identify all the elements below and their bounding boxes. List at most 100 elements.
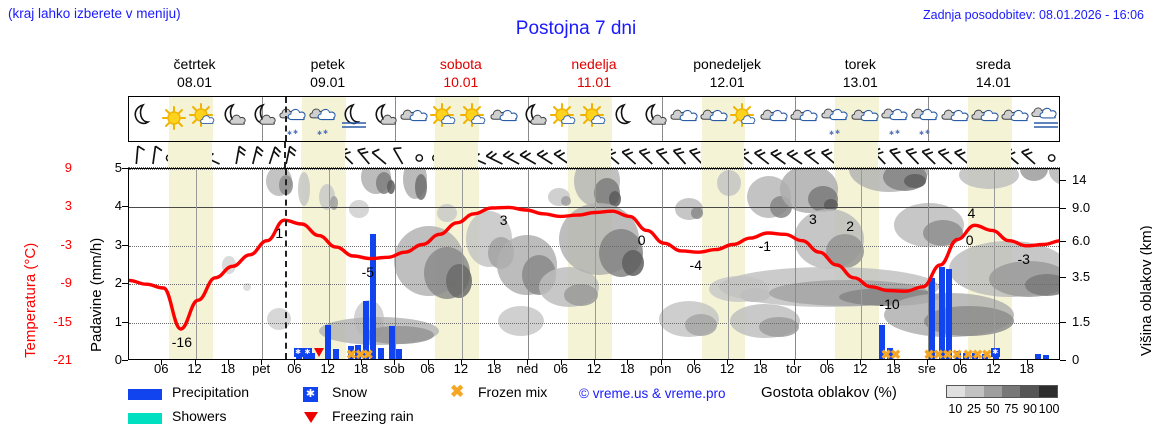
frozen-mix-icon: ✖ xyxy=(962,347,974,360)
precipitation-bar xyxy=(347,345,354,359)
cloud-icon xyxy=(669,101,701,137)
frozen-mix-icon: ✖ xyxy=(972,347,984,360)
temperature-value-label: -5 xyxy=(361,263,375,280)
sun-cloud-icon xyxy=(549,101,581,137)
moon-fog-icon xyxy=(338,101,370,137)
sun-cloud-icon xyxy=(579,101,611,137)
frozen-mix-icon: ✖ xyxy=(932,347,944,360)
cloud-density-tick: 90 xyxy=(1023,402,1037,416)
moon-cloud-icon xyxy=(639,101,671,137)
cloud-icon xyxy=(489,101,521,137)
time-tick-mark xyxy=(993,360,995,365)
precipitation-bar xyxy=(325,324,332,359)
sun-cloud-icon xyxy=(429,101,461,137)
time-tick-label: 06 xyxy=(952,361,968,376)
day-separator xyxy=(528,169,530,359)
precip-tick: 1 xyxy=(114,313,122,329)
cloud-density-step xyxy=(1038,386,1057,397)
temperature-tick: -9 xyxy=(60,275,72,291)
precipitation-bar xyxy=(879,324,886,359)
current-time-marker xyxy=(284,169,287,359)
temperature-value-label: -3 xyxy=(1017,250,1030,267)
precip-tick: 3 xyxy=(114,236,122,252)
precip-tick: 5 xyxy=(114,160,122,175)
time-tick-label: 12 xyxy=(586,361,602,376)
precipitation-bar xyxy=(929,278,936,359)
time-tick-mark xyxy=(560,360,562,365)
time-tick-label: 18 xyxy=(220,361,236,376)
snow-cloud-icon: ✱ ✱ xyxy=(880,101,912,137)
daylight-band xyxy=(301,142,345,168)
time-tick-label: 18 xyxy=(486,361,502,376)
cloud-fog-icon xyxy=(1030,101,1059,137)
cloud-tick-mark xyxy=(1060,240,1066,242)
legend-label-showers: Showers xyxy=(172,408,227,424)
current-time-marker xyxy=(283,142,286,168)
cloud-tick: 3.5 xyxy=(1072,269,1091,285)
time-tick-mark xyxy=(494,360,496,365)
frozen-mix-icon: ✖ xyxy=(880,347,892,360)
daylight-band xyxy=(567,142,612,168)
time-tick-mark xyxy=(727,360,729,365)
precip-axis-title: Padavine (mm/h) xyxy=(88,237,105,352)
time-tick-label: 12 xyxy=(453,361,469,376)
time-tick-label: pet xyxy=(252,361,271,376)
daylight-band xyxy=(966,142,1011,168)
day-separator xyxy=(794,169,796,359)
day-date-6: 13.01 xyxy=(842,74,878,90)
time-tick-mark xyxy=(693,360,695,365)
svg-text:✱: ✱ xyxy=(317,130,322,137)
svg-text:✱: ✱ xyxy=(829,130,834,137)
day-name-4: nedelja xyxy=(571,56,617,72)
cloud-icon xyxy=(850,101,882,137)
midday-gridline xyxy=(595,169,596,359)
midday-gridline xyxy=(195,169,197,359)
frozen-mix-icon: ✖ xyxy=(981,347,993,360)
temperature-value-label: -10 xyxy=(879,295,900,312)
temperature-value-label: -4 xyxy=(689,257,702,274)
time-tick-label: 06 xyxy=(819,361,835,376)
svg-text:✱: ✱ xyxy=(293,129,298,136)
time-tick-label: 18 xyxy=(886,361,901,376)
cloud-tick: 0 xyxy=(1072,352,1080,367)
snow-cloud-icon: ✱ ✱ xyxy=(820,101,852,137)
gridline-9 xyxy=(129,169,1059,170)
daylight-band xyxy=(168,169,213,359)
time-tick-label: 18 xyxy=(620,361,635,376)
midday-gridline xyxy=(994,169,996,359)
day-name-2: petek xyxy=(310,56,345,72)
cloud-tick-mark xyxy=(1060,321,1066,323)
legend-swatch-showers xyxy=(128,413,162,424)
time-tick-mark xyxy=(827,360,828,365)
day-name-1: četrtek xyxy=(173,56,216,72)
wind-barb-band xyxy=(128,142,1060,168)
precipitation-bar xyxy=(946,268,953,359)
time-tick-mark xyxy=(660,360,662,365)
time-tick-mark xyxy=(893,360,895,365)
moon-cloud-icon xyxy=(519,101,551,137)
day-date-5: 12.01 xyxy=(709,74,745,90)
precip-tick-mark xyxy=(122,321,128,323)
temperature-value-label: 4 xyxy=(967,205,976,221)
time-tick-mark xyxy=(194,360,196,365)
precip-tick-mark xyxy=(122,244,128,246)
time-tick-mark xyxy=(361,360,362,365)
gridline--9 xyxy=(129,284,1059,286)
time-tick-mark xyxy=(760,360,762,365)
time-tick-label: 18 xyxy=(353,361,369,376)
precipitation-bar xyxy=(962,352,969,359)
snow-icon: ✱ xyxy=(990,348,1000,357)
gridline--3 xyxy=(129,245,1059,247)
copyright-note: © vreme.us & vreme.pro xyxy=(579,386,726,401)
precipitation-bar xyxy=(332,349,339,359)
cloud-density-tick: 100 xyxy=(1038,402,1060,416)
time-tick-mark xyxy=(227,360,229,365)
weather-icon-band: ✱ ✱ ✱ ✱ ✱ ✱ ✱ ✱ ✱ ✱ xyxy=(128,96,1060,142)
precipitation-bar xyxy=(972,353,979,359)
cloud-icon xyxy=(1000,101,1032,137)
time-tick-label: 12 xyxy=(187,361,202,376)
time-tick-mark xyxy=(394,360,396,365)
cloud-density-step xyxy=(1001,386,1021,397)
temperature-value-label: -16 xyxy=(171,334,192,350)
time-tick-label: 18 xyxy=(753,361,768,376)
